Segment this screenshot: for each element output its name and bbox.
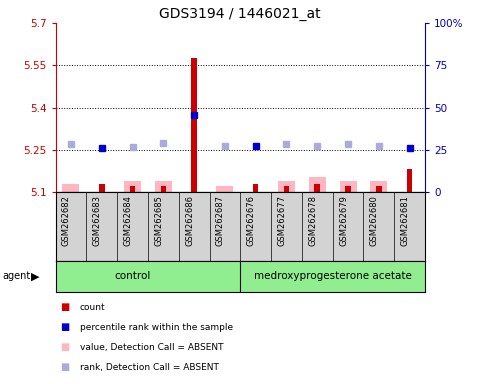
Text: ■: ■: [60, 322, 70, 332]
Text: count: count: [80, 303, 105, 312]
Bar: [278, 181, 295, 192]
Bar: [345, 186, 351, 192]
Text: GSM262677: GSM262677: [277, 195, 286, 247]
Text: medroxyprogesterone acetate: medroxyprogesterone acetate: [254, 271, 412, 281]
Text: GSM262682: GSM262682: [62, 195, 71, 246]
Bar: [309, 177, 326, 192]
Text: GSM262681: GSM262681: [400, 195, 410, 246]
Bar: [124, 181, 141, 192]
Text: ■: ■: [60, 342, 70, 352]
Text: GSM262678: GSM262678: [308, 195, 317, 247]
Text: value, Detection Call = ABSENT: value, Detection Call = ABSENT: [80, 343, 223, 352]
Bar: [253, 184, 258, 192]
Bar: [284, 186, 289, 192]
Text: GSM262679: GSM262679: [339, 195, 348, 246]
Text: GSM262680: GSM262680: [370, 195, 379, 246]
Text: GSM262686: GSM262686: [185, 195, 194, 247]
Bar: [191, 58, 197, 192]
Text: GSM262676: GSM262676: [247, 195, 256, 247]
Bar: [314, 184, 320, 192]
Text: rank, Detection Call = ABSENT: rank, Detection Call = ABSENT: [80, 362, 219, 372]
Bar: [340, 181, 356, 192]
Text: ■: ■: [60, 362, 70, 372]
Text: ▶: ▶: [30, 271, 39, 281]
Title: GDS3194 / 1446021_at: GDS3194 / 1446021_at: [159, 7, 321, 21]
Bar: [155, 181, 172, 192]
Bar: [370, 181, 387, 192]
Bar: [130, 186, 135, 192]
Text: control: control: [114, 271, 151, 281]
Bar: [99, 184, 104, 192]
Bar: [376, 186, 382, 192]
Text: GSM262683: GSM262683: [93, 195, 102, 247]
Text: GSM262685: GSM262685: [154, 195, 163, 246]
Text: agent: agent: [2, 271, 30, 281]
Text: percentile rank within the sample: percentile rank within the sample: [80, 323, 233, 332]
Bar: [62, 184, 79, 192]
Bar: [407, 169, 412, 192]
Text: GSM262684: GSM262684: [124, 195, 132, 246]
Bar: [160, 186, 166, 192]
Text: ■: ■: [60, 302, 70, 312]
Bar: [216, 186, 233, 192]
Text: GSM262687: GSM262687: [216, 195, 225, 247]
